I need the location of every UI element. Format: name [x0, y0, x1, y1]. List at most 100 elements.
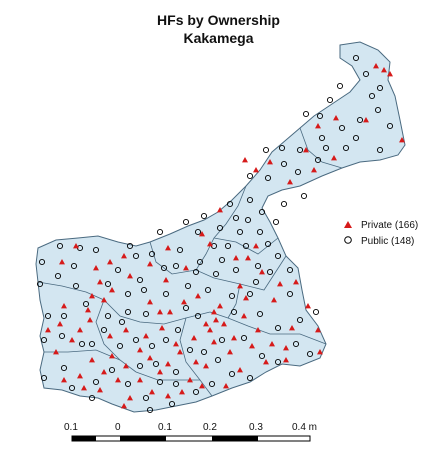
- private-facility-marker: [123, 327, 129, 333]
- public-facility-marker: [88, 394, 96, 402]
- private-facility-marker: [213, 317, 219, 323]
- public-facility-marker: [40, 374, 48, 382]
- public-facility-marker: [230, 308, 238, 316]
- private-facility-marker: [89, 293, 95, 299]
- private-facility-marker: [221, 321, 227, 327]
- private-facility-marker: [207, 241, 213, 247]
- public-facility-marker: [88, 340, 96, 348]
- private-facility-marker: [109, 287, 115, 293]
- private-facility-marker: [123, 363, 129, 369]
- public-facility-marker: [352, 54, 360, 62]
- map-title: HFs by Ownership: [157, 12, 280, 28]
- private-facility-marker: [217, 207, 223, 213]
- public-facility-marker: [142, 394, 150, 402]
- private-facility-marker: [289, 325, 295, 331]
- private-facility-marker: [373, 63, 379, 69]
- private-facility-marker: [127, 273, 133, 279]
- public-facility-marker: [280, 160, 288, 168]
- private-facility-marker: [233, 255, 239, 261]
- public-facility-marker: [256, 228, 264, 236]
- public-facility-marker: [38, 258, 46, 266]
- private-facility-marker: [207, 327, 213, 333]
- public-facility-marker: [132, 252, 140, 260]
- public-facility-marker: [204, 286, 212, 294]
- private-facility-marker: [97, 279, 103, 285]
- public-facility-marker: [148, 342, 156, 350]
- private-facility-marker: [277, 281, 283, 287]
- public-facility-marker: [322, 144, 330, 152]
- public-facility-marker: [254, 262, 262, 270]
- private-facility-marker: [89, 357, 95, 363]
- public-facility-marker: [82, 300, 90, 308]
- public-facility-marker: [196, 258, 204, 266]
- public-facility-marker: [258, 208, 266, 216]
- public-facility-marker: [116, 342, 124, 350]
- private-facility-marker: [199, 383, 205, 389]
- private-facility-marker: [77, 373, 83, 379]
- private-facility-marker: [203, 363, 209, 369]
- public-facility-marker: [194, 228, 202, 236]
- public-facility-marker: [296, 146, 304, 154]
- private-facility-marker: [173, 341, 179, 347]
- public-facility-marker: [252, 278, 260, 286]
- public-facility-marker: [246, 290, 254, 298]
- public-facility-marker: [214, 356, 222, 364]
- private-facility-marker: [245, 255, 251, 261]
- private-facility-marker: [77, 327, 83, 333]
- public-facility-marker: [312, 308, 320, 316]
- public-facility-marker: [92, 378, 100, 386]
- public-facility-marker: [274, 358, 282, 366]
- private-facility-marker: [199, 231, 205, 237]
- private-facility-marker: [211, 339, 217, 345]
- private-facility-marker: [237, 283, 243, 289]
- public-facility-marker: [162, 290, 170, 298]
- private-facility-marker: [249, 343, 255, 349]
- public-facility-marker: [132, 336, 140, 344]
- public-facility-marker: [362, 70, 370, 78]
- public-facility-marker: [174, 326, 182, 334]
- public-facility-marker: [342, 144, 350, 152]
- private-facility-marker: [237, 367, 243, 373]
- public-facility-marker: [294, 168, 302, 176]
- private-facility-marker: [193, 359, 199, 365]
- private-facility-marker: [303, 147, 309, 153]
- private-facility-marker: [87, 317, 93, 323]
- public-facility-marker: [256, 310, 264, 318]
- public-facility-marker: [264, 174, 272, 182]
- public-facility-marker: [104, 312, 112, 320]
- public-facility-marker: [92, 246, 100, 254]
- public-facility-marker: [152, 360, 160, 368]
- public-facility-marker: [124, 308, 132, 316]
- private-facility-marker: [167, 309, 173, 315]
- private-facility-marker: [223, 383, 229, 389]
- private-facility-marker: [69, 337, 75, 343]
- public-facility-marker: [224, 242, 232, 250]
- private-facility-marker: [159, 325, 165, 331]
- private-facility-marker: [165, 245, 171, 251]
- private-facility-marker: [187, 377, 193, 383]
- scale-bar: 0.1 0 0.1 0.2 0.3 0.4 m: [64, 422, 317, 442]
- public-facility-marker: [60, 312, 68, 320]
- public-facility-marker: [146, 406, 154, 414]
- private-facility-marker: [147, 355, 153, 361]
- private-facility-marker: [101, 369, 107, 375]
- private-facility-marker: [53, 349, 59, 355]
- public-facility-marker: [258, 352, 266, 360]
- private-facility-marker: [157, 369, 163, 375]
- private-facility-marker: [243, 295, 249, 301]
- private-facility-marker: [267, 159, 273, 165]
- public-facility-marker: [386, 122, 394, 130]
- private-facility-marker: [363, 117, 369, 123]
- public-facility-marker: [68, 384, 76, 392]
- private-facility-marker: [231, 335, 237, 341]
- private-facility-marker: [317, 349, 323, 355]
- private-facility-marker: [137, 377, 143, 383]
- public-facility-marker: [246, 172, 254, 180]
- public-facility-marker: [218, 336, 226, 344]
- public-facility-marker: [274, 324, 282, 332]
- public-facility-marker: [352, 134, 360, 142]
- public-facility-marker: [232, 266, 240, 274]
- private-facility-marker: [143, 333, 149, 339]
- public-facility-marker: [40, 336, 48, 344]
- private-facility-marker: [59, 259, 65, 265]
